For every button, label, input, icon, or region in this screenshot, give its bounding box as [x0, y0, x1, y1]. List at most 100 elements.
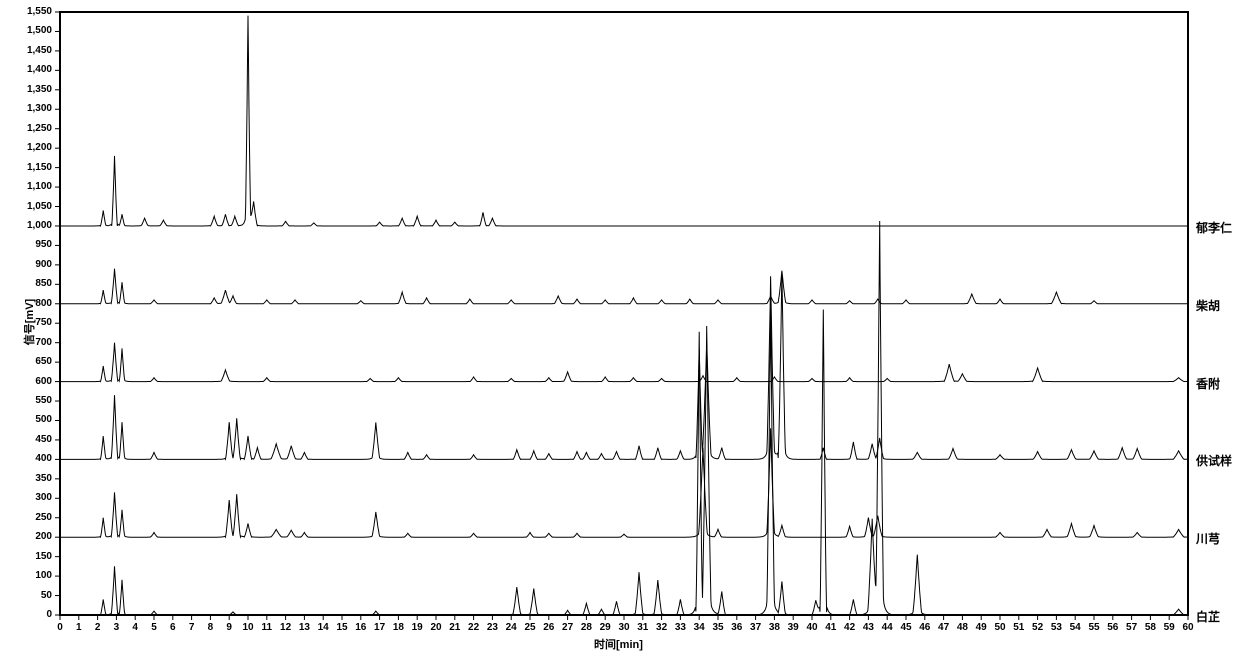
- x-tick-label: 6: [165, 622, 181, 633]
- x-tick-label: 33: [672, 622, 688, 633]
- y-tick-label: 1,100: [27, 181, 52, 192]
- trace-label: 柴胡: [1196, 297, 1220, 314]
- x-tick-label: 23: [484, 622, 500, 633]
- x-tick-label: 58: [1142, 622, 1158, 633]
- x-tick-label: 26: [541, 622, 557, 633]
- x-tick-label: 57: [1124, 622, 1140, 633]
- trace-label: 供试样: [1196, 452, 1232, 469]
- chromatogram-chart: 信号[mV] 时间[min] 0123456789101112131415161…: [0, 0, 1240, 653]
- x-tick-label: 0: [52, 622, 68, 633]
- x-tick-label: 40: [804, 622, 820, 633]
- x-tick-label: 39: [785, 622, 801, 633]
- x-tick-label: 17: [372, 622, 388, 633]
- x-tick-label: 60: [1180, 622, 1196, 633]
- x-tick-label: 11: [259, 622, 275, 633]
- x-tick-label: 27: [560, 622, 576, 633]
- y-tick-label: 900: [35, 259, 52, 270]
- x-tick-label: 51: [1011, 622, 1027, 633]
- x-tick-label: 37: [748, 622, 764, 633]
- x-tick-label: 10: [240, 622, 256, 633]
- y-tick-label: 500: [35, 414, 52, 425]
- x-tick-label: 42: [842, 622, 858, 633]
- trace-line: [60, 343, 1188, 382]
- y-tick-label: 1,050: [27, 201, 52, 212]
- x-tick-label: 34: [691, 622, 707, 633]
- y-tick-label: 400: [35, 453, 52, 464]
- trace-label: 香附: [1196, 375, 1220, 392]
- y-tick-label: 1,200: [27, 142, 52, 153]
- y-tick-label: 950: [35, 239, 52, 250]
- x-tick-label: 13: [296, 622, 312, 633]
- trace-label: 川芎: [1196, 530, 1220, 547]
- x-tick-label: 46: [917, 622, 933, 633]
- x-tick-label: 19: [409, 622, 425, 633]
- y-tick-label: 350: [35, 473, 52, 484]
- x-tick-label: 21: [447, 622, 463, 633]
- y-tick-label: 1,250: [27, 123, 52, 134]
- y-tick-label: 1,550: [27, 6, 52, 17]
- trace-label: 白芷: [1196, 608, 1220, 625]
- x-tick-label: 15: [334, 622, 350, 633]
- y-tick-label: 0: [46, 609, 52, 620]
- y-tick-label: 600: [35, 376, 52, 387]
- x-tick-label: 30: [616, 622, 632, 633]
- y-tick-label: 250: [35, 512, 52, 523]
- x-tick-label: 36: [729, 622, 745, 633]
- x-tick-label: 22: [466, 622, 482, 633]
- x-tick-label: 41: [823, 622, 839, 633]
- x-tick-label: 7: [184, 622, 200, 633]
- x-tick-label: 47: [936, 622, 952, 633]
- x-tick-label: 16: [353, 622, 369, 633]
- y-tick-label: 1,350: [27, 84, 52, 95]
- x-tick-label: 20: [428, 622, 444, 633]
- x-tick-label: 28: [578, 622, 594, 633]
- x-tick-label: 35: [710, 622, 726, 633]
- x-tick-label: 44: [879, 622, 895, 633]
- x-axis-label: 时间[min]: [594, 636, 643, 652]
- trace-line: [60, 428, 1188, 537]
- x-tick-label: 1: [71, 622, 87, 633]
- trace-line: [60, 221, 1188, 615]
- x-tick-label: 50: [992, 622, 1008, 633]
- x-tick-label: 14: [315, 622, 331, 633]
- x-tick-label: 32: [654, 622, 670, 633]
- y-tick-label: 200: [35, 531, 52, 542]
- y-tick-label: 150: [35, 551, 52, 562]
- x-tick-label: 3: [108, 622, 124, 633]
- trace-label: 郁李仁: [1196, 219, 1232, 236]
- x-tick-label: 52: [1030, 622, 1046, 633]
- y-tick-label: 1,450: [27, 45, 52, 56]
- x-tick-label: 56: [1105, 622, 1121, 633]
- x-tick-label: 38: [766, 622, 782, 633]
- y-tick-label: 300: [35, 492, 52, 503]
- x-tick-label: 45: [898, 622, 914, 633]
- plot-svg: [0, 0, 1240, 653]
- x-tick-label: 24: [503, 622, 519, 633]
- trace-line: [60, 269, 1188, 304]
- y-tick-label: 800: [35, 298, 52, 309]
- y-tick-label: 50: [41, 590, 52, 601]
- y-tick-label: 1,500: [27, 25, 52, 36]
- y-tick-label: 1,150: [27, 162, 52, 173]
- y-tick-label: 1,400: [27, 64, 52, 75]
- y-tick-label: 1,000: [27, 220, 52, 231]
- x-tick-label: 31: [635, 622, 651, 633]
- x-tick-label: 4: [127, 622, 143, 633]
- x-tick-label: 12: [278, 622, 294, 633]
- y-tick-label: 750: [35, 317, 52, 328]
- y-tick-label: 1,300: [27, 103, 52, 114]
- x-tick-label: 43: [860, 622, 876, 633]
- x-tick-label: 2: [90, 622, 106, 633]
- trace-line: [60, 272, 1188, 459]
- trace-line: [60, 16, 1188, 226]
- x-tick-label: 53: [1048, 622, 1064, 633]
- y-tick-label: 450: [35, 434, 52, 445]
- x-tick-label: 8: [202, 622, 218, 633]
- x-tick-label: 49: [973, 622, 989, 633]
- x-tick-label: 55: [1086, 622, 1102, 633]
- x-tick-label: 48: [954, 622, 970, 633]
- x-tick-label: 9: [221, 622, 237, 633]
- x-tick-label: 59: [1161, 622, 1177, 633]
- x-tick-label: 5: [146, 622, 162, 633]
- y-tick-label: 700: [35, 337, 52, 348]
